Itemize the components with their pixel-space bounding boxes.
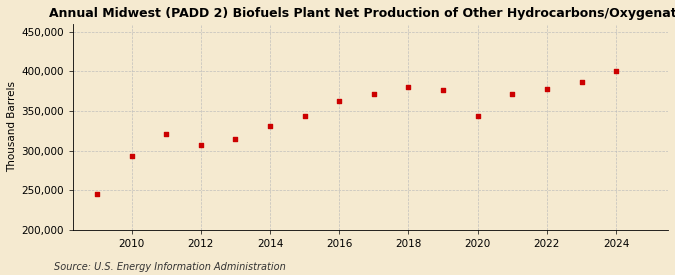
Point <box>92 192 103 196</box>
Point <box>611 68 622 73</box>
Point <box>541 87 552 91</box>
Point <box>299 114 310 118</box>
Point <box>403 85 414 89</box>
Point <box>334 99 345 104</box>
Point <box>230 136 241 141</box>
Point <box>437 88 448 93</box>
Point <box>576 80 587 85</box>
Point <box>265 124 275 128</box>
Point <box>472 114 483 118</box>
Title: Annual Midwest (PADD 2) Biofuels Plant Net Production of Other Hydrocarbons/Oxyg: Annual Midwest (PADD 2) Biofuels Plant N… <box>49 7 675 20</box>
Text: Source: U.S. Energy Information Administration: Source: U.S. Energy Information Administ… <box>54 262 286 272</box>
Y-axis label: Thousand Barrels: Thousand Barrels <box>7 81 17 172</box>
Point <box>369 91 379 96</box>
Point <box>196 143 207 147</box>
Point <box>126 154 137 158</box>
Point <box>507 92 518 97</box>
Point <box>161 132 171 136</box>
